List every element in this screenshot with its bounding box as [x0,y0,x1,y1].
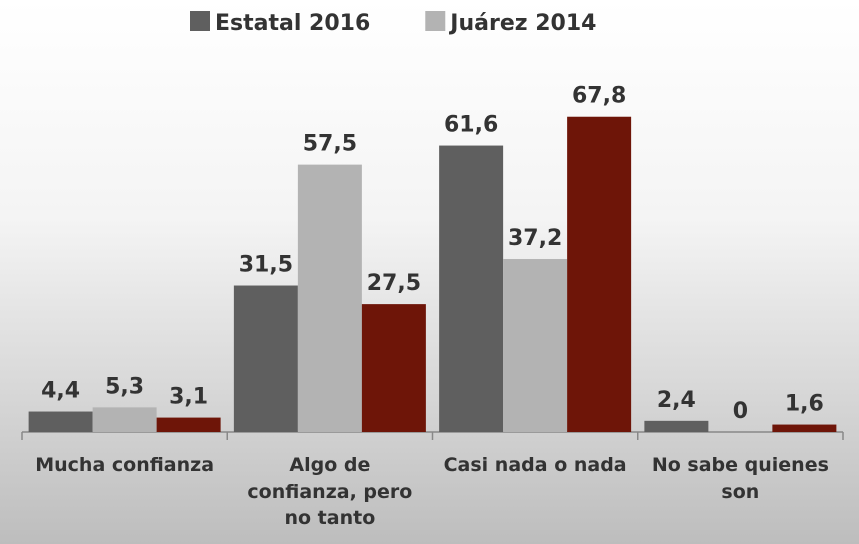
x-tick-label: No sabe quienes son [645,452,835,505]
legend-swatch [425,11,445,31]
legend-label: Juárez 2014 [448,11,596,36]
value-label: 4,4 [41,379,80,404]
bar [567,117,631,432]
value-label: 27,5 [367,271,421,296]
value-label: 67,8 [572,84,626,109]
x-tick-label: Casi nada o nada [440,452,630,479]
value-label: 61,6 [444,113,498,138]
value-label: 2,4 [657,388,696,413]
chart: Estatal 2016 Juárez 2014 4,4 5,3 3,1 31,5 57,5… [0,0,859,544]
bar [234,286,298,432]
bar [439,146,503,432]
value-label: 37,2 [508,226,562,251]
value-label: 31,5 [239,253,293,278]
bar [644,421,708,432]
bar [362,304,426,432]
value-label: 3,1 [169,385,208,410]
bar [93,407,157,432]
legend-label: Estatal 2016 [215,11,370,36]
bar [772,425,836,432]
bar [157,418,221,432]
x-tick-label: Mucha confianza [30,452,220,479]
legend-swatch [190,11,210,31]
value-label: 1,6 [785,392,824,417]
bar [503,259,567,432]
value-label: 5,3 [105,374,144,399]
bar [29,412,93,432]
x-tick-label: Algo de confianza, pero no tanto [235,452,425,532]
value-label: 57,5 [303,132,357,157]
value-label: 0 [733,399,748,424]
bar [298,165,362,432]
